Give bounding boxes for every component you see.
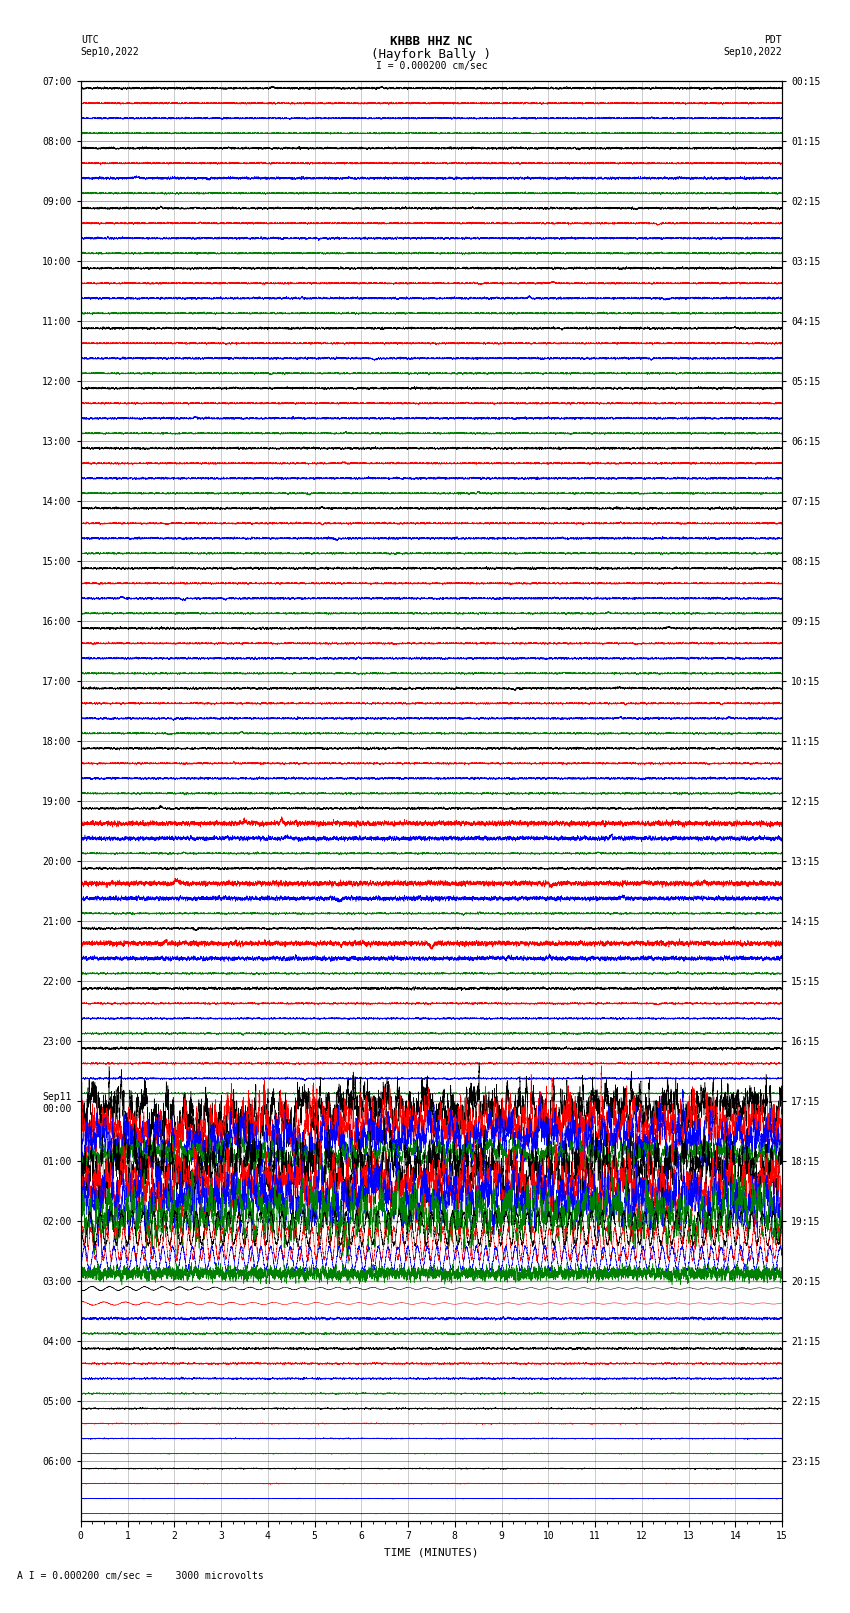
Text: I = 0.000200 cm/sec: I = 0.000200 cm/sec [376, 61, 487, 71]
Text: (Hayfork Bally ): (Hayfork Bally ) [371, 48, 491, 61]
Text: A I = 0.000200 cm/sec =    3000 microvolts: A I = 0.000200 cm/sec = 3000 microvolts [17, 1571, 264, 1581]
Text: UTC: UTC [81, 35, 99, 45]
Text: Sep10,2022: Sep10,2022 [81, 47, 139, 56]
Text: KHBB HHZ NC: KHBB HHZ NC [390, 35, 473, 48]
X-axis label: TIME (MINUTES): TIME (MINUTES) [384, 1547, 479, 1557]
Text: Sep10,2022: Sep10,2022 [723, 47, 782, 56]
Text: PDT: PDT [764, 35, 782, 45]
